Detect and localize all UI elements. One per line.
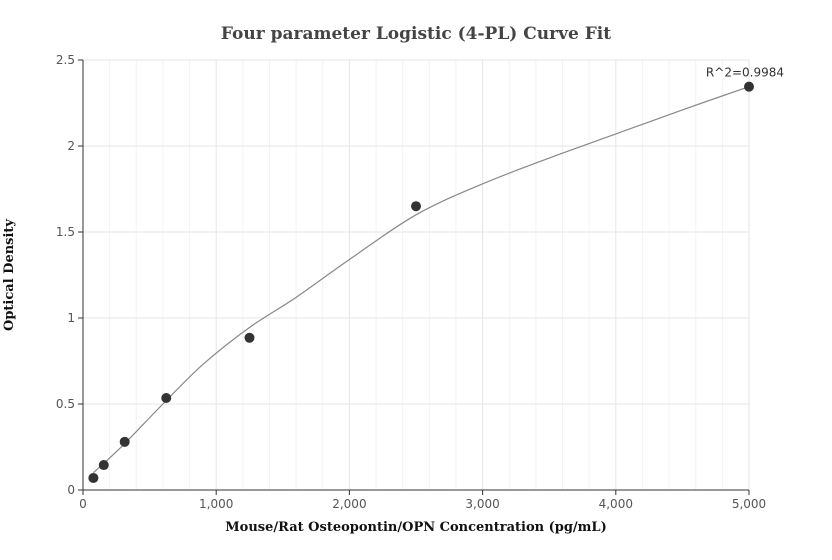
x-tick-label: 4,000 <box>599 497 633 511</box>
x-tick-label: 2,000 <box>332 497 366 511</box>
y-tick-label: 1.5 <box>56 225 75 239</box>
chart-title: Four parameter Logistic (4-PL) Curve Fit <box>221 24 611 44</box>
data-point <box>744 81 754 92</box>
data-points-layer <box>88 81 754 483</box>
r-squared-annotation: R^2=0.9984 <box>706 66 784 80</box>
y-tick-label: 1 <box>67 311 75 325</box>
grid <box>83 59 750 490</box>
data-point <box>411 201 421 212</box>
y-tick-label: 0.5 <box>56 397 75 411</box>
x-tick-label: 3,000 <box>465 497 499 511</box>
x-tick-label: 5,000 <box>732 497 766 511</box>
y-tick-label: 2.5 <box>56 53 75 67</box>
data-point <box>98 460 109 471</box>
y-tick-label: 2 <box>67 139 75 153</box>
x-tick-label: 1,000 <box>199 497 233 511</box>
data-point <box>119 436 130 447</box>
x-tick-label: 0 <box>79 497 87 511</box>
data-point <box>161 392 172 403</box>
y-tick-label: 0 <box>67 483 75 497</box>
data-point <box>88 472 99 483</box>
fit-curve-layer <box>92 86 750 474</box>
data-point <box>244 332 255 343</box>
fit-curve-line <box>92 86 750 474</box>
axes: 0 1,000 2,000 3,000 4,000 5,000 0 0.5 1 1.5 2 2.5 <box>56 53 766 511</box>
y-axis-label: Optical Density <box>2 219 17 331</box>
x-axis-label: Mouse/Rat Osteopontin/OPN Concentration … <box>225 520 606 535</box>
